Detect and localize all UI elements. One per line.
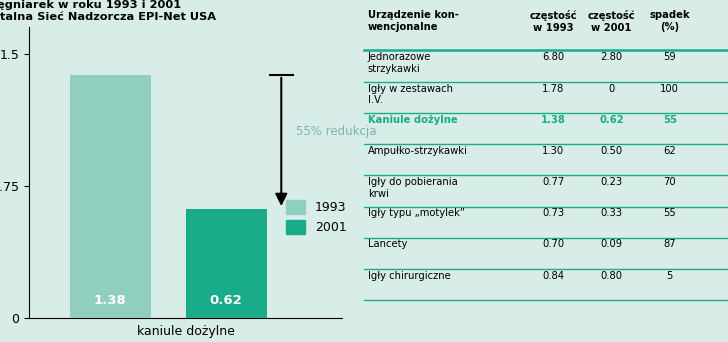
Text: 1.38: 1.38 [541, 115, 566, 125]
Text: 6.80: 6.80 [542, 52, 564, 62]
Legend: 1993, 2001: 1993, 2001 [281, 195, 352, 239]
Text: 1.78: 1.78 [542, 83, 564, 93]
Text: 0.70: 0.70 [542, 239, 564, 249]
Text: Ampułko-strzykawki: Ampułko-strzykawki [368, 146, 467, 156]
Text: 70: 70 [663, 177, 676, 187]
Text: 0.23: 0.23 [601, 177, 622, 187]
Text: 87: 87 [663, 239, 676, 249]
Text: 55: 55 [662, 115, 677, 125]
Text: Jednorazowe
strzykawki: Jednorazowe strzykawki [368, 52, 431, 74]
Text: Igły chirurgiczne: Igły chirurgiczne [368, 271, 451, 280]
X-axis label: kaniule dożylne: kaniule dożylne [137, 325, 234, 338]
Text: Lancety: Lancety [368, 239, 407, 249]
Text: 0.33: 0.33 [601, 208, 622, 218]
Text: 0.80: 0.80 [601, 271, 622, 280]
Text: Igły typu „motylek”: Igły typu „motylek” [368, 208, 464, 218]
Text: 1.30: 1.30 [542, 146, 564, 156]
Text: 0.50: 0.50 [601, 146, 622, 156]
Text: 55: 55 [663, 208, 676, 218]
Text: Porównanie liczby urazów przezskórnych u
pielęgniarek w roku 1993 i 2001
Szpital: Porównanie liczby urazów przezskórnych u… [0, 0, 249, 23]
Text: Urządzenie kon-
wencjonalne: Urządzenie kon- wencjonalne [368, 10, 459, 32]
Bar [70, 75, 151, 318]
Bar [186, 209, 266, 318]
Text: częstość
w 1993: częstość w 1993 [529, 10, 577, 33]
Text: Igły w zestawach
I.V.: Igły w zestawach I.V. [368, 83, 453, 105]
Text: 0.62: 0.62 [599, 115, 624, 125]
Text: 59: 59 [663, 52, 676, 62]
Text: Kaniule dożylne: Kaniule dożylne [368, 115, 457, 125]
Text: 0.09: 0.09 [601, 239, 622, 249]
Text: 0.84: 0.84 [542, 271, 564, 280]
Text: 5: 5 [667, 271, 673, 280]
Text: 62: 62 [663, 146, 676, 156]
Text: Igły do pobierania
krwi: Igły do pobierania krwi [368, 177, 457, 199]
Text: 0.77: 0.77 [542, 177, 564, 187]
Text: 2.80: 2.80 [601, 52, 622, 62]
Text: 0.73: 0.73 [542, 208, 564, 218]
Text: 1.38: 1.38 [94, 294, 127, 307]
Text: 55% redukcja: 55% redukcja [296, 125, 376, 138]
Text: częstość
w 2001: częstość w 2001 [587, 10, 636, 33]
Text: 100: 100 [660, 83, 679, 93]
Text: spadek
(%): spadek (%) [649, 10, 690, 32]
Text: 0.62: 0.62 [210, 294, 242, 307]
Text: 0: 0 [609, 83, 614, 93]
